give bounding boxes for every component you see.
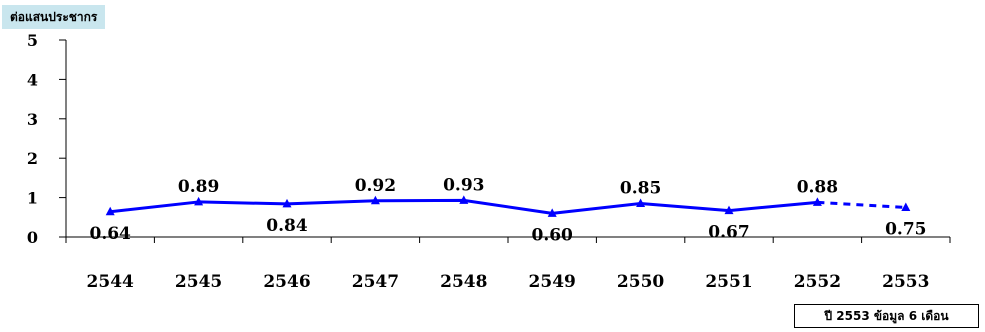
y-tick-label: 4 xyxy=(27,70,38,89)
x-tick-label: 2546 xyxy=(263,272,310,292)
data-point-marker xyxy=(105,206,115,216)
data-note: ปี 2553 ข้อมูล 6 เดือน xyxy=(794,304,979,328)
data-label: 0.88 xyxy=(797,177,838,197)
series-line-projected xyxy=(817,200,906,209)
y-tick-label: 1 xyxy=(27,189,38,208)
data-label: 0.92 xyxy=(355,176,396,196)
data-point-marker xyxy=(459,195,469,204)
x-tick-label: 2549 xyxy=(529,272,576,292)
data-label: 0.93 xyxy=(443,175,484,195)
data-label: 0.60 xyxy=(531,225,573,245)
x-ticks: 2544 2545 2546 2547 2548 2549 2550 2551 2552 2553 xyxy=(65,237,951,292)
x-tick-label: 2544 xyxy=(87,272,134,292)
x-tick-label: 2551 xyxy=(705,272,752,292)
x-tick-label: 2548 xyxy=(440,272,487,292)
y-axis-unit-label: ต่อแสนประชากร xyxy=(2,5,106,29)
y-ticks: 0 1 2 3 4 5 xyxy=(27,31,66,247)
data-point-marker xyxy=(636,198,646,208)
data-point-marker xyxy=(194,196,204,206)
data-label: 0.89 xyxy=(178,177,219,197)
x-tick-label: 2553 xyxy=(882,272,929,292)
data-label: 0.75 xyxy=(885,219,926,239)
x-tick-label: 2545 xyxy=(175,272,222,292)
data-label: 0.85 xyxy=(620,179,661,199)
data-point-marker xyxy=(547,208,557,217)
y-tick-label: 5 xyxy=(27,31,38,50)
y-tick-label: 0 xyxy=(27,228,38,247)
data-label: 0.64 xyxy=(89,224,131,244)
data-point-marker xyxy=(370,195,380,205)
data-label: 0.84 xyxy=(266,216,308,236)
y-tick-label: 3 xyxy=(27,110,38,129)
data-point-marker xyxy=(724,205,734,215)
y-tick-label: 2 xyxy=(27,149,38,168)
data-point-marker xyxy=(282,198,292,208)
data-label: 0.67 xyxy=(708,223,749,243)
data-point-marker xyxy=(901,202,911,211)
series-layer: 0.64 0.89 0.84 0.92 0.93 0.60 0.85 0.67 0.88 0.75 xyxy=(89,175,926,245)
data-point-marker xyxy=(812,197,822,206)
x-tick-label: 2547 xyxy=(352,272,399,292)
x-tick-label: 2550 xyxy=(617,272,664,292)
x-tick-label: 2552 xyxy=(794,272,841,292)
